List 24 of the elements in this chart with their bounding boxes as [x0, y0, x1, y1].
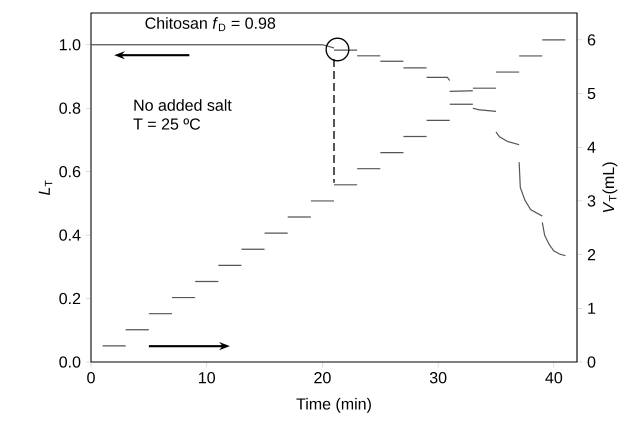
y-tick-label: 0.4 [59, 229, 80, 241]
y2-tick-label: 5 [588, 88, 596, 100]
y2-tick-label: 4 [587, 142, 596, 153]
x-tick-label: 0 [87, 372, 95, 384]
annotation: Chitosan f$_{D}$ = 0.98 [145, 17, 276, 32]
y2-axis-title: V$_{T}$(mL) [602, 162, 618, 212]
y-tick-label: 0.6 [59, 166, 80, 178]
y-tick-label: 0.0 [59, 356, 80, 368]
annotation: T = 25 ºC [133, 118, 200, 130]
y2-tick-label: 3 [588, 195, 596, 207]
x-tick-label: 10 [199, 372, 215, 384]
x-tick-label: 20 [314, 372, 331, 384]
x-axis-title: Time (min) [296, 398, 371, 413]
y-tick-label: 0.8 [59, 102, 80, 114]
y-tick-label: 1.0 [60, 39, 80, 50]
y2-tick-label: 1 [588, 302, 596, 314]
y-tick-label: 0.2 [59, 292, 80, 304]
y2-tick-label: 6 [588, 34, 596, 46]
x-tick-label: 40 [545, 372, 562, 384]
annotation: No added salt [134, 99, 232, 111]
x-tick-label: 30 [430, 372, 446, 384]
y2-tick-label: 2 [588, 249, 596, 260]
y2-tick-label: 0 [588, 356, 596, 368]
y-axis-title: L$_{T}$ [38, 180, 52, 196]
